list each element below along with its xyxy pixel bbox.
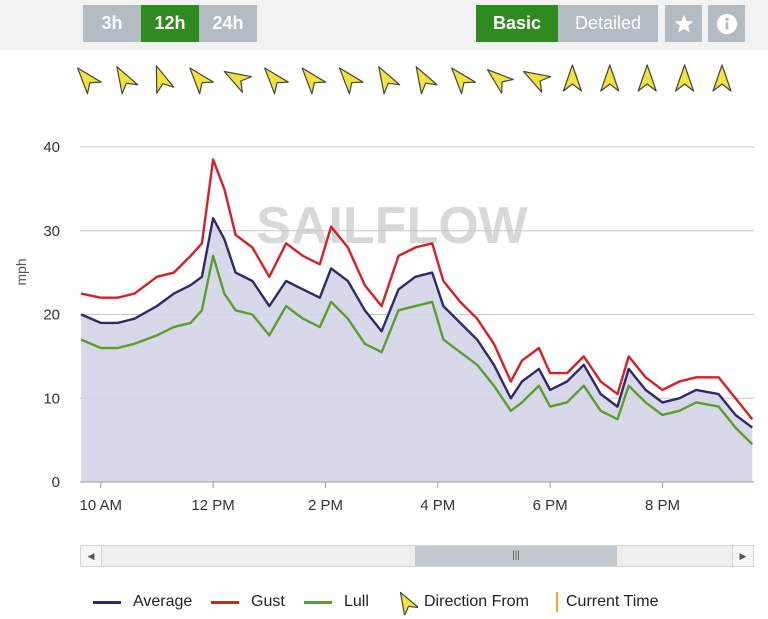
legend-direction-label: Direction From <box>424 593 529 610</box>
average-swatch <box>93 600 121 604</box>
time-range-selector: 3h 12h 24h <box>83 5 257 42</box>
info-icon <box>716 13 737 34</box>
lull-swatch <box>304 600 332 604</box>
wind-direction-arrow-icon <box>378 66 401 95</box>
x-tick-label: 6 PM <box>533 497 568 514</box>
legend-lull[interactable]: Lull <box>304 588 369 616</box>
chart-legend: Average Gust Lull Direction From Current… <box>0 588 768 616</box>
legend-direction[interactable]: Direction From <box>394 588 529 616</box>
info-button[interactable] <box>708 5 745 42</box>
wind-direction-arrow-icon <box>301 67 327 95</box>
basic-view-button[interactable]: Basic <box>476 5 558 42</box>
x-tick-label: 4 PM <box>420 497 455 514</box>
chart-scrollbar[interactable]: ◀ ||| ▶ <box>80 545 754 567</box>
scroll-left-button[interactable]: ◀ <box>81 546 102 566</box>
legend-current-time-label: Current Time <box>566 593 659 610</box>
y-tick-label: 10 <box>43 390 60 407</box>
wind-direction-arrow-icon <box>562 64 583 92</box>
wind-direction-arrow-icon <box>338 67 364 95</box>
y-axis-ticks: 0 10 20 30 40 <box>43 139 60 491</box>
favorite-button[interactable] <box>665 5 702 42</box>
x-axis-ticks: 10 AM 12 PM 2 PM 4 PM 6 PM 8 PM <box>80 481 754 514</box>
wind-direction-arrow-icon <box>189 67 215 95</box>
legend-lull-label: Lull <box>344 593 369 610</box>
wind-direction-arrow-icon <box>486 69 514 94</box>
wind-direction-arrow-icon <box>223 70 252 93</box>
legend-gust-label: Gust <box>251 593 285 610</box>
y-tick-label: 30 <box>43 223 60 240</box>
legend-average-label: Average <box>133 593 193 610</box>
detailed-view-button[interactable]: Detailed <box>558 5 658 42</box>
x-tick-label: 8 PM <box>645 497 680 514</box>
range-24h-button[interactable]: 24h <box>199 5 257 42</box>
wind-direction-arrow-icon <box>523 70 552 93</box>
wind-direction-arrow-icon <box>637 64 657 92</box>
series-lines <box>80 158 754 446</box>
toolbar: 3h 12h 24h Basic Detailed <box>0 0 768 50</box>
current-time-swatch <box>556 592 558 612</box>
range-12h-button[interactable]: 12h <box>141 5 199 42</box>
range-3h-button[interactable]: 3h <box>83 5 141 42</box>
gust-line <box>80 158 754 420</box>
y-tick-label: 0 <box>52 474 60 491</box>
legend-gust[interactable]: Gust <box>211 588 285 616</box>
wind-direction-arrow-icon <box>155 65 175 94</box>
average-line <box>80 216 754 429</box>
scroll-right-button[interactable]: ▶ <box>732 546 753 566</box>
wind-direction-arrow-icon <box>399 591 418 615</box>
star-icon <box>674 14 693 32</box>
wind-direction-arrow-icon <box>116 66 139 95</box>
gust-swatch <box>211 600 239 604</box>
legend-current-time[interactable]: Current Time <box>556 588 658 616</box>
wind-direction-arrow-icon <box>415 66 438 95</box>
y-axis-label: mph <box>13 258 29 285</box>
wind-direction-row <box>77 64 732 95</box>
wind-direction-arrow-icon <box>264 67 289 95</box>
wind-direction-arrow-icon <box>451 67 476 95</box>
wind-chart: SAILFLOW 0 10 20 30 40 10 AM 12 PM 2 PM 4 PM 6 P… <box>13 139 754 514</box>
y-tick-label: 20 <box>43 307 60 324</box>
wind-direction-arrow-icon <box>712 64 732 92</box>
average-area-fill <box>81 218 753 482</box>
wind-direction-arrow-icon <box>77 67 102 95</box>
scroll-thumb[interactable]: ||| <box>415 546 617 566</box>
sailflow-watermark: SAILFLOW <box>256 197 528 255</box>
lull-line <box>80 254 754 446</box>
wind-direction-arrow-icon <box>674 64 695 92</box>
average-area <box>81 218 753 482</box>
legend-average[interactable]: Average <box>93 588 192 616</box>
y-tick-label: 40 <box>43 139 60 156</box>
x-tick-label: 10 AM <box>80 497 123 514</box>
view-mode-selector: Basic Detailed <box>476 5 658 42</box>
x-tick-label: 12 PM <box>191 497 234 514</box>
wind-direction-arrow-icon <box>600 64 620 92</box>
x-tick-label: 2 PM <box>308 497 343 514</box>
